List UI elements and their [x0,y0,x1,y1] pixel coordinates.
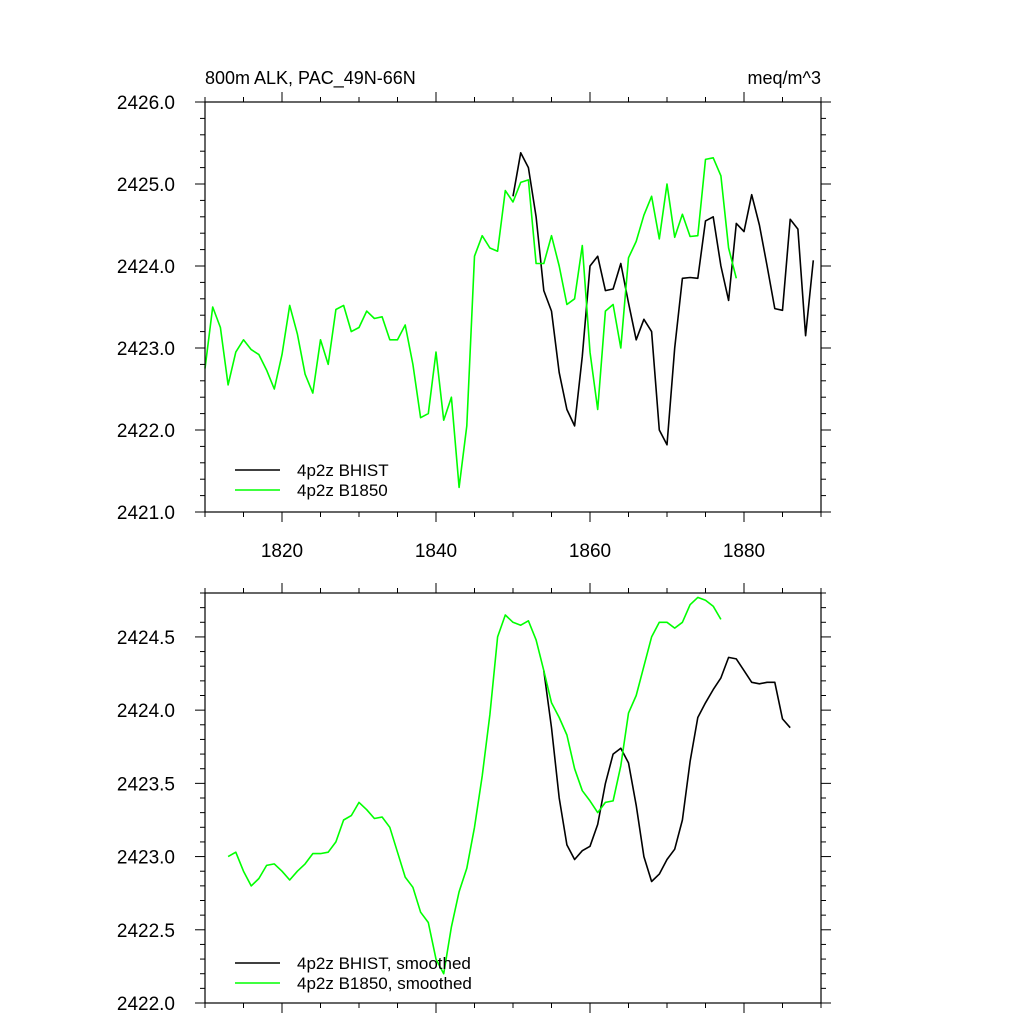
top-y-tick-label: 2423.0 [117,339,175,360]
bottom-y-tick-label: 2423.5 [117,774,175,795]
top-legend-label: 4p2z BHIST [297,461,389,480]
top-y-tick-label: 2421.0 [117,503,175,524]
top-panel-frame [204,101,822,513]
bottom-panel-frame [204,592,822,1004]
top-panel-series [204,152,815,489]
top-panel-ticks [195,92,831,522]
bottom-legend-label: 4p2z BHIST, smoothed [297,954,471,973]
bottom-y-tick-label: 2422.0 [117,994,175,1015]
bottom-panel: 2422.0 2422.5 2423.0 2423.5 2424.0 2424.5 4p2… [117,583,831,1015]
top-series-bhist-line [512,152,815,446]
bottom-y-tick-label: 2423.0 [117,848,175,869]
bottom-series-bhist-line [543,656,791,883]
bottom-y-tick-label: 2422.5 [117,921,175,942]
top-y-tick-label: 2422.0 [117,421,175,442]
top-x-tick-label: 1880 [723,541,765,562]
bottom-series-b1850-line [227,596,722,975]
top-x-tick-label: 1860 [569,541,611,562]
top-y-tick-label: 2425.0 [117,175,175,196]
top-x-tick-label: 1820 [261,541,303,562]
bottom-legend-label: 4p2z B1850, smoothed [297,974,472,993]
top-y-tick-label: 2424.0 [117,257,175,278]
bottom-panel-tick-labels: 2422.0 2422.5 2423.0 2423.5 2424.0 2424.5 [117,628,175,1015]
top-panel-tick-labels: 2421.0 2422.0 2423.0 2424.0 2425.0 2426.0 1820… [117,93,765,562]
bottom-panel-series [227,596,791,975]
top-legend-label: 4p2z B1850 [297,481,388,500]
top-panel-units: meq/m^3 [748,68,821,88]
bottom-y-tick-label: 2424.0 [117,701,175,722]
bottom-panel-ticks [195,583,831,1013]
top-x-tick-label: 1840 [415,541,457,562]
top-panel: 800m ALK, PAC_49N-66N meq/m^3 2421.0 2422… [117,68,831,562]
top-y-tick-label: 2426.0 [117,93,175,114]
top-panel-title: 800m ALK, PAC_49N-66N [205,68,416,89]
top-series-b1850-line [204,157,738,489]
bottom-y-tick-label: 2424.5 [117,628,175,649]
